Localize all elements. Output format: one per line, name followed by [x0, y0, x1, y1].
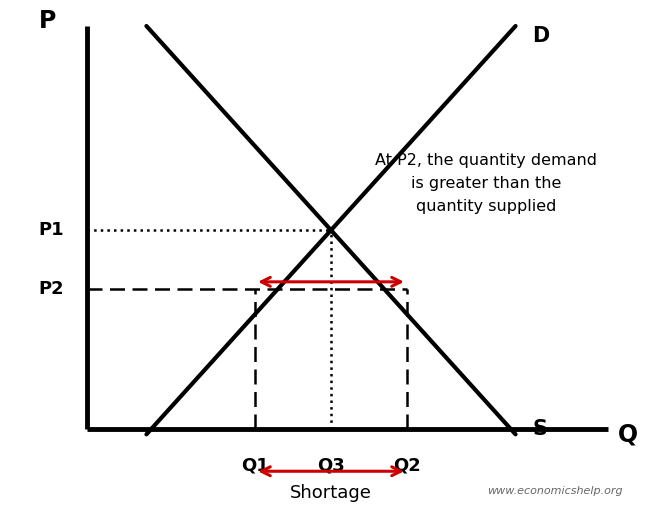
Text: Q2: Q2 — [393, 457, 420, 475]
Text: P2: P2 — [38, 280, 64, 298]
Text: P: P — [39, 9, 56, 33]
Text: Q3: Q3 — [317, 457, 345, 475]
Text: Q: Q — [618, 422, 638, 446]
Text: www.economicshelp.org: www.economicshelp.org — [487, 486, 623, 496]
Text: At P2, the quantity demand
is greater than the
quantity supplied: At P2, the quantity demand is greater th… — [375, 153, 597, 214]
Text: Q1: Q1 — [242, 457, 269, 475]
Text: Shortage: Shortage — [290, 484, 372, 501]
Text: D: D — [532, 26, 549, 46]
Text: P1: P1 — [38, 221, 64, 239]
Text: S: S — [532, 420, 547, 439]
